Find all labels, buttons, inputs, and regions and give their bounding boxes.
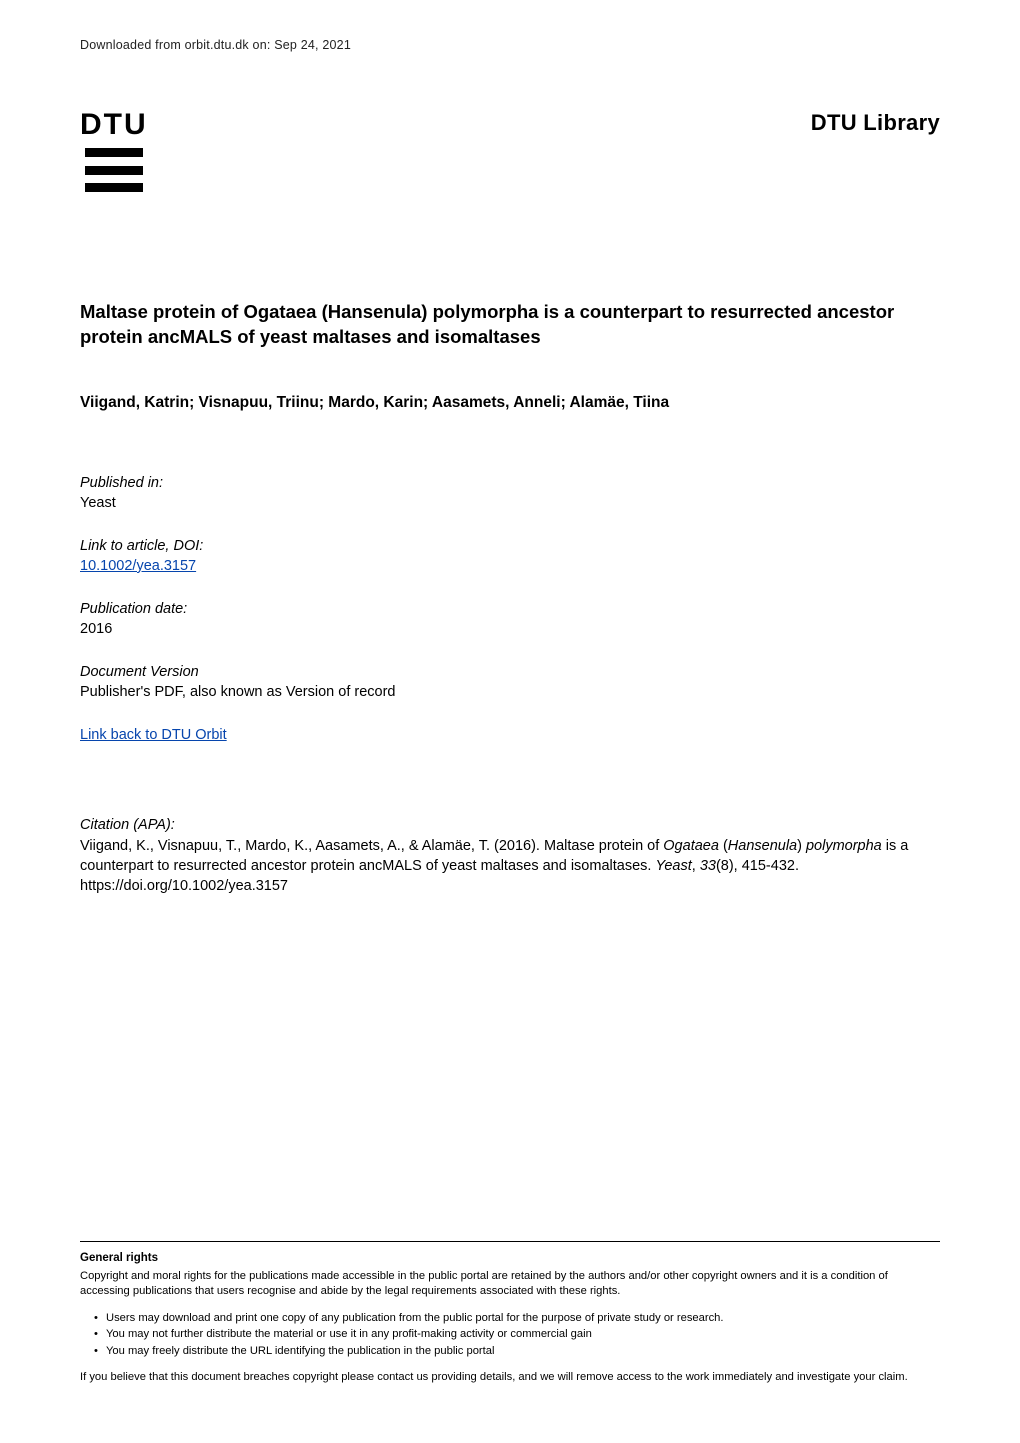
published-in-value: Yeast bbox=[80, 494, 940, 514]
general-rights-bullets: Users may download and print one copy of… bbox=[80, 1310, 940, 1360]
dtu-logo-text: DTU bbox=[80, 108, 148, 142]
dtu-library-label: DTU Library bbox=[811, 110, 940, 136]
metadata-block: Published in: Yeast Link to article, DOI… bbox=[80, 474, 940, 746]
rights-bullet: You may freely distribute the URL identi… bbox=[94, 1343, 940, 1360]
citation-text: Viigand, K., Visnapuu, T., Mardo, K., Aa… bbox=[80, 836, 940, 897]
published-in-label: Published in: bbox=[80, 474, 940, 494]
paper-title: Maltase protein of Ogataea (Hansenula) p… bbox=[80, 300, 940, 350]
header-row: DTU DTU Library bbox=[80, 108, 940, 192]
citation-seg-italic: 33 bbox=[700, 858, 716, 874]
download-line: Downloaded from orbit.dtu.dk on: Sep 24,… bbox=[80, 38, 940, 52]
dtu-logo: DTU bbox=[80, 108, 148, 192]
general-rights-para2: If you believe that this document breach… bbox=[80, 1370, 940, 1385]
dtu-logo-bars-icon bbox=[85, 148, 143, 192]
published-in-row: Published in: Yeast bbox=[80, 474, 940, 513]
backlink[interactable]: Link back to DTU Orbit bbox=[80, 727, 227, 743]
citation-seg: ) bbox=[797, 838, 806, 854]
authors-line: Viigand, Katrin; Visnapuu, Triinu; Mardo… bbox=[80, 394, 940, 412]
rights-bullet: Users may download and print one copy of… bbox=[94, 1310, 940, 1327]
page-container: Downloaded from orbit.dtu.dk on: Sep 24,… bbox=[0, 0, 1020, 1443]
citation-seg: Viigand, K., Visnapuu, T., Mardo, K., Aa… bbox=[80, 838, 663, 854]
general-rights-heading: General rights bbox=[80, 1252, 940, 1264]
pubdate-label: Publication date: bbox=[80, 600, 940, 620]
citation-seg-italic: Hansenula bbox=[728, 838, 797, 854]
citation-seg-italic: polymorpha bbox=[806, 838, 882, 854]
citation-seg: ( bbox=[719, 838, 728, 854]
doi-link[interactable]: 10.1002/yea.3157 bbox=[80, 558, 196, 574]
pubdate-row: Publication date: 2016 bbox=[80, 600, 940, 639]
pubdate-value: 2016 bbox=[80, 620, 940, 640]
footer-divider bbox=[80, 1241, 940, 1242]
citation-seg-italic: Ogataea bbox=[663, 838, 719, 854]
citation-block: Citation (APA): Viigand, K., Visnapuu, T… bbox=[80, 816, 940, 896]
citation-label: Citation (APA): bbox=[80, 816, 940, 836]
rights-bullet: You may not further distribute the mater… bbox=[94, 1326, 940, 1343]
docversion-label: Document Version bbox=[80, 663, 940, 683]
docversion-row: Document Version Publisher's PDF, also k… bbox=[80, 663, 940, 702]
citation-seg: , bbox=[692, 858, 700, 874]
backlink-row: Link back to DTU Orbit bbox=[80, 726, 940, 746]
title-block: Maltase protein of Ogataea (Hansenula) p… bbox=[80, 300, 940, 412]
doi-label: Link to article, DOI: bbox=[80, 537, 940, 557]
footer-block: General rights Copyright and moral right… bbox=[80, 1241, 940, 1395]
citation-seg-italic: Yeast bbox=[655, 858, 691, 874]
docversion-value: Publisher's PDF, also known as Version o… bbox=[80, 683, 940, 703]
general-rights-para1: Copyright and moral rights for the publi… bbox=[80, 1269, 940, 1299]
doi-row: Link to article, DOI: 10.1002/yea.3157 bbox=[80, 537, 940, 576]
